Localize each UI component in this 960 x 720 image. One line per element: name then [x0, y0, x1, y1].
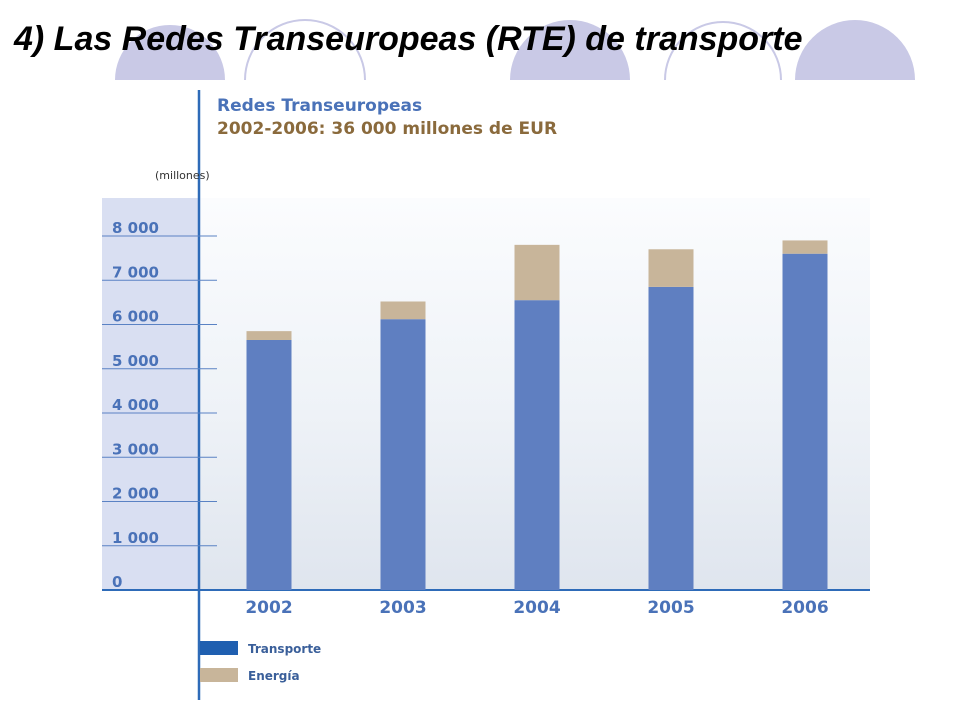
bar-energia — [246, 331, 292, 340]
y-tick-label: 8 000 — [112, 219, 159, 237]
x-tick-label: 2002 — [245, 598, 292, 618]
bar-energia — [514, 244, 560, 301]
decor-arc — [510, 20, 630, 80]
legend-label-energia: Energía — [248, 669, 300, 683]
decor-arc — [244, 19, 366, 81]
bar-transporte — [648, 286, 694, 590]
y-tick-label: 6 000 — [112, 308, 159, 326]
chart-subtitle: 2002-2006: 36 000 millones de EUR — [217, 119, 557, 139]
y-tick-label: 5 000 — [112, 352, 159, 370]
x-tick-label: 2004 — [513, 598, 560, 618]
slide-decoration — [115, 19, 915, 81]
y-tick-label: 0 — [112, 573, 122, 591]
bar-transporte — [380, 319, 426, 590]
bar-energia — [782, 240, 828, 254]
y-gridlines — [102, 235, 217, 547]
legend-swatch-energia — [200, 668, 238, 682]
decor-arc — [664, 21, 782, 81]
x-tick-label: 2003 — [379, 598, 426, 618]
decor-arc — [115, 25, 225, 80]
x-tick-label: 2006 — [781, 598, 828, 618]
y-axis-label: (millones) — [155, 169, 210, 182]
legend-swatch-transporte — [200, 641, 238, 655]
y-tick-label: 1 000 — [112, 529, 159, 547]
decor-arc — [795, 20, 915, 80]
bar-transporte — [246, 339, 292, 590]
bars — [246, 240, 828, 590]
chart-title: Redes Transeuropeas — [217, 96, 422, 116]
y-tick-label: 7 000 — [112, 263, 159, 281]
bar-energia — [648, 249, 694, 287]
y-tick-label: 2 000 — [112, 485, 159, 503]
x-tick-labels: 2002 2003 2004 2005 2006 — [245, 598, 828, 618]
y-tick-label: 3 000 — [112, 440, 159, 458]
bar-energia — [380, 301, 426, 320]
y-tick-label: 4 000 — [112, 396, 159, 414]
bar-transporte — [782, 253, 828, 590]
y-axis-panel — [102, 198, 198, 590]
legend-label-transporte: Transporte — [248, 642, 321, 656]
slide-title: 4) Las Redes Transeuropeas (RTE) de tran… — [14, 20, 803, 58]
x-tick-label: 2005 — [647, 598, 694, 618]
y-tick-labels: 0 1 000 2 000 3 000 4 000 5 000 6 000 7 000 8 00… — [112, 219, 159, 591]
bar-transporte — [514, 300, 560, 590]
